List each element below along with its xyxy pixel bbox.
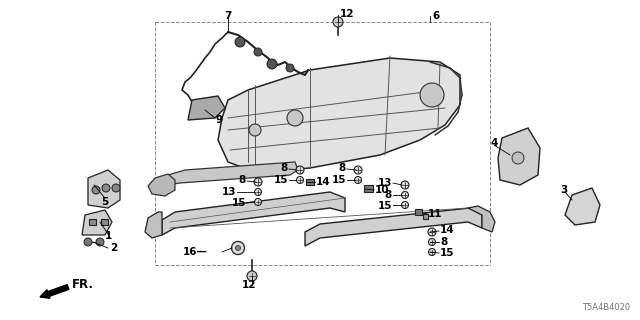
Text: 14: 14 [440, 225, 454, 235]
Circle shape [84, 238, 92, 246]
Text: 13: 13 [378, 178, 392, 188]
Circle shape [235, 37, 245, 47]
Polygon shape [218, 58, 460, 172]
Text: 13: 13 [221, 187, 236, 197]
Circle shape [333, 17, 343, 27]
Polygon shape [468, 206, 495, 232]
Text: 8: 8 [239, 175, 246, 185]
Circle shape [254, 48, 262, 56]
Circle shape [255, 198, 262, 205]
FancyBboxPatch shape [415, 209, 422, 215]
Text: 11: 11 [428, 209, 442, 219]
Circle shape [512, 152, 524, 164]
Text: 16—: 16— [183, 247, 208, 257]
FancyBboxPatch shape [306, 179, 314, 185]
Text: 15: 15 [273, 175, 288, 185]
Text: 5: 5 [101, 197, 109, 207]
Circle shape [267, 59, 277, 69]
Circle shape [236, 245, 241, 251]
Polygon shape [162, 192, 345, 235]
Text: 1: 1 [104, 231, 111, 241]
Circle shape [401, 191, 408, 198]
Polygon shape [565, 188, 600, 225]
Text: 15: 15 [332, 175, 346, 185]
Polygon shape [498, 128, 540, 185]
Circle shape [287, 110, 303, 126]
Polygon shape [168, 162, 298, 185]
Text: T5A4B4020: T5A4B4020 [582, 303, 630, 312]
Circle shape [247, 271, 257, 281]
Polygon shape [88, 170, 120, 208]
Polygon shape [82, 210, 112, 235]
Circle shape [92, 186, 100, 194]
Circle shape [96, 238, 104, 246]
Text: 12: 12 [340, 9, 355, 19]
Circle shape [401, 181, 409, 189]
Text: 4: 4 [490, 138, 498, 148]
Text: 8: 8 [281, 163, 288, 173]
Text: 8: 8 [339, 163, 346, 173]
Text: 15: 15 [232, 198, 246, 208]
Text: 6: 6 [432, 11, 439, 21]
Polygon shape [148, 174, 175, 196]
Text: 9: 9 [216, 115, 223, 125]
Text: 10: 10 [375, 185, 390, 195]
Text: 14: 14 [316, 177, 331, 187]
Circle shape [420, 83, 444, 107]
FancyBboxPatch shape [100, 219, 108, 225]
Circle shape [354, 166, 362, 174]
Text: 3: 3 [561, 185, 568, 195]
Text: 8: 8 [385, 190, 392, 200]
Text: FR.: FR. [72, 278, 94, 292]
Circle shape [254, 178, 262, 186]
Circle shape [249, 124, 261, 136]
FancyBboxPatch shape [364, 185, 372, 191]
Circle shape [296, 166, 304, 174]
Circle shape [296, 177, 303, 183]
Text: 7: 7 [224, 11, 232, 21]
Polygon shape [145, 212, 162, 238]
Circle shape [102, 184, 110, 192]
Circle shape [286, 64, 294, 72]
Polygon shape [188, 96, 225, 120]
FancyArrow shape [40, 285, 69, 298]
Polygon shape [305, 208, 482, 246]
Circle shape [255, 188, 262, 196]
Text: 12: 12 [242, 280, 257, 290]
Text: 15: 15 [378, 201, 392, 211]
Circle shape [355, 177, 362, 183]
Text: 8: 8 [440, 237, 447, 247]
Text: 2: 2 [110, 243, 117, 253]
FancyBboxPatch shape [88, 219, 95, 225]
Circle shape [429, 249, 435, 255]
Circle shape [428, 228, 436, 236]
FancyBboxPatch shape [422, 213, 428, 219]
Circle shape [112, 184, 120, 192]
Circle shape [232, 242, 244, 254]
Circle shape [401, 202, 408, 209]
Circle shape [429, 238, 435, 245]
Text: 15: 15 [440, 248, 454, 258]
